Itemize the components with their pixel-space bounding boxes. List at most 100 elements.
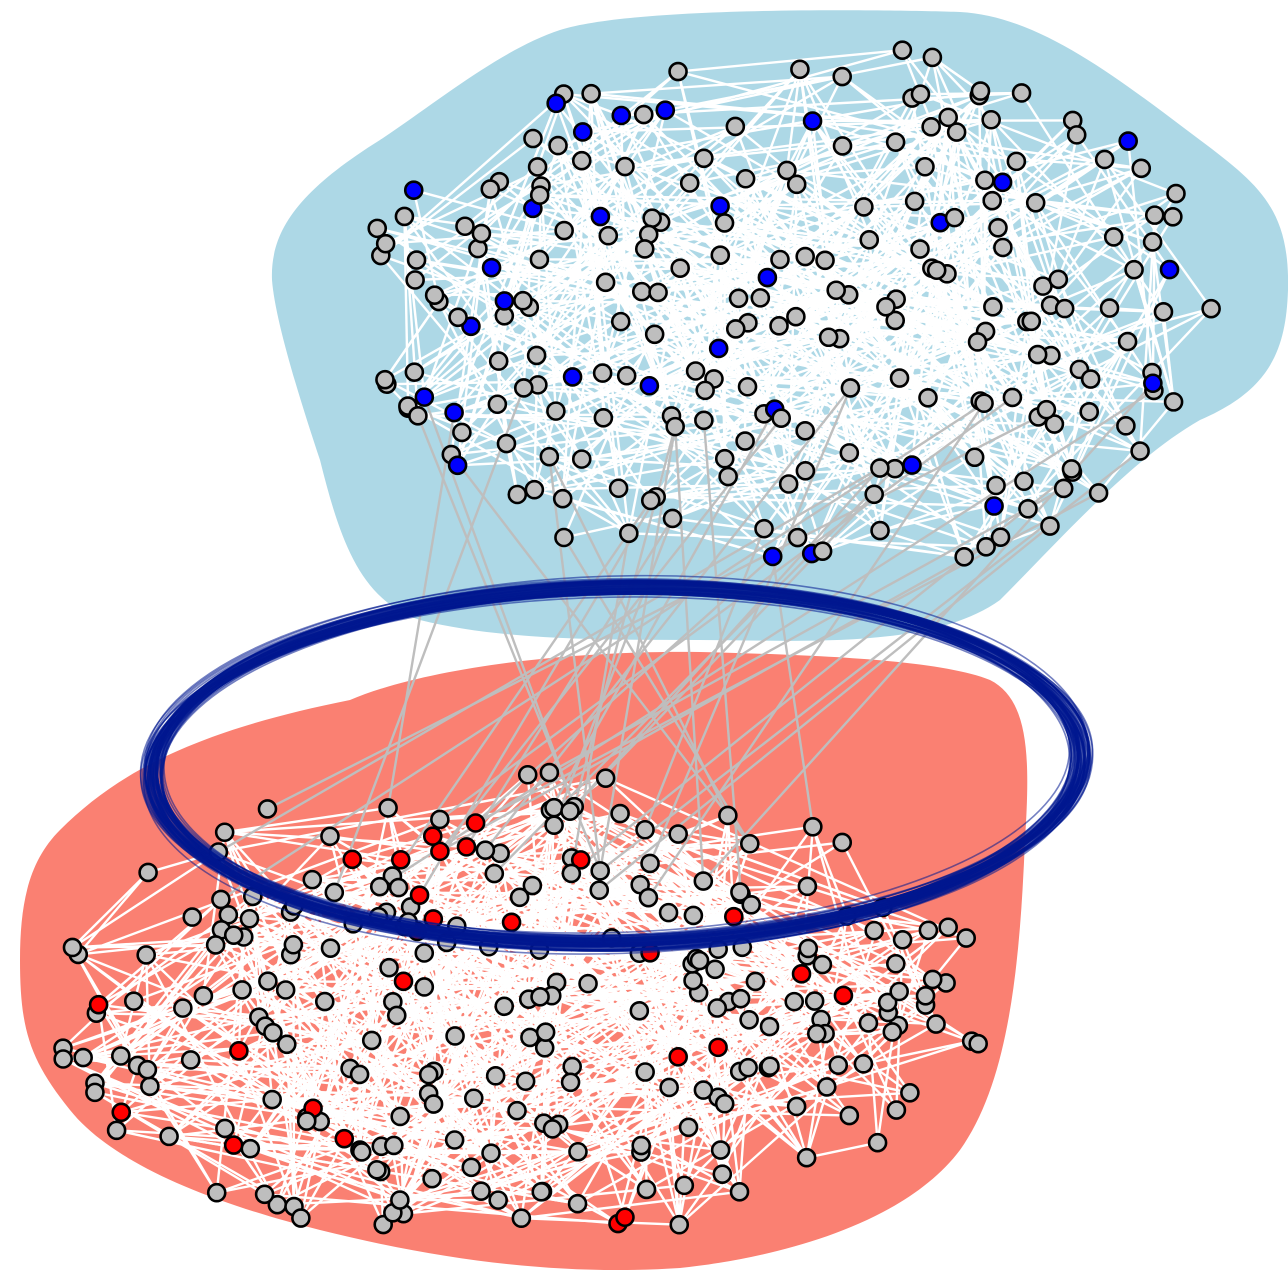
node-layer1-248: [678, 1117, 699, 1138]
node-layer0-207: [452, 422, 472, 443]
node-layer0-135: [826, 280, 846, 301]
edge-layer1-167-220: [456, 889, 600, 928]
node-layer1-43: [314, 991, 335, 1012]
highlighted-node-layer0-79: [572, 122, 593, 142]
node-layer0-164: [737, 376, 758, 397]
highlighted-node-layer1-205: [223, 1135, 244, 1155]
edge-layer0-224-146: [528, 306, 628, 377]
node-layer1-218: [816, 1077, 837, 1097]
node-layer1-114: [741, 895, 762, 915]
node-layer1-156: [223, 925, 244, 945]
node-layer0-211: [944, 207, 965, 228]
node-layer0-168: [375, 369, 395, 390]
edge-layer0-72-116: [947, 116, 1081, 370]
edge-layer1-225-53: [284, 875, 394, 991]
edge-layer1-210-254: [72, 943, 294, 949]
edge-layer0-211-174: [539, 193, 955, 219]
edge-layer0-217-99: [703, 157, 985, 405]
node-layer0-16: [695, 380, 715, 401]
edge-layer1-258-241: [648, 952, 724, 1175]
node-layer1-259: [759, 1016, 780, 1037]
edge-layer1-207-224: [292, 911, 388, 1207]
node-layer1-112: [812, 954, 833, 975]
node-layer1-216: [530, 987, 550, 1007]
node-layer1-138: [302, 869, 323, 890]
edge-layer0-74-54: [450, 347, 720, 456]
node-layer0-48: [592, 363, 613, 383]
node-layer1-236: [351, 1142, 372, 1162]
highlighted-node-layer1-136: [456, 837, 477, 857]
edge-layer0-226-38: [1035, 140, 1129, 204]
edge-layer1-256-8: [370, 916, 380, 1041]
highlighted-node-layer0-33: [562, 367, 583, 387]
edge-layer0-164-102: [620, 114, 749, 388]
edge-layer1-187-113: [846, 915, 934, 981]
node-layer1-125: [517, 764, 538, 785]
edge-layer0-104-182: [841, 75, 986, 182]
inter-layer-edge-7: [418, 496, 658, 896]
node-layer1-172: [544, 797, 564, 818]
edge-layer1-257-48: [841, 841, 927, 1006]
highlighted-node-layer0-128: [762, 546, 783, 567]
node-layer0-201: [1021, 311, 1042, 332]
node-layer0-103: [610, 311, 631, 332]
node-layer1-233: [707, 998, 728, 1018]
node-layer1-168: [739, 1009, 759, 1030]
node-layer1-98: [803, 817, 823, 837]
edge-layer0-227-97: [535, 114, 645, 356]
highlighted-node-layer0-24: [710, 196, 730, 216]
node-layer1-251: [123, 991, 144, 1011]
node-layer0-86: [976, 537, 996, 557]
highlighted-node-layer0-149: [494, 291, 515, 311]
node-layer1-185: [968, 1033, 988, 1054]
node-layer1-102: [494, 996, 515, 1017]
node-layer0-178: [787, 527, 808, 548]
node-layer0-188: [471, 223, 492, 244]
edge-layer1-201-55: [116, 1129, 522, 1220]
highlighted-node-layer1-184: [409, 885, 430, 905]
node-layer0-116: [938, 107, 958, 128]
node-layer1-198: [714, 1093, 735, 1114]
node-layer1-108: [567, 1193, 588, 1214]
node-layer1-234: [263, 1022, 283, 1043]
node-layer0-17: [889, 368, 910, 388]
node-layer1-193: [369, 876, 390, 897]
node-layer1-213: [206, 1182, 227, 1203]
node-layer0-65: [455, 216, 475, 237]
node-layer1-210: [62, 937, 83, 958]
edge-layer1-136-132: [224, 831, 467, 849]
edge-layer1-131-184: [419, 893, 694, 917]
node-layer0-35: [480, 179, 501, 199]
node-layer1-14: [886, 1100, 907, 1120]
edge-layer0-153-139: [1012, 396, 1174, 404]
node-layer0-8: [375, 233, 396, 254]
edge-layer1-135-37: [120, 891, 336, 1057]
node-layer1-63: [683, 970, 703, 991]
node-layer0-52: [870, 520, 890, 541]
edge-layer0-164-0: [380, 254, 748, 388]
inter-layer-ring: [139, 574, 1094, 955]
edge-layer1-207-77: [237, 1050, 296, 1207]
node-layer1-110: [422, 1168, 442, 1189]
edge-layer0-0-58: [380, 93, 565, 257]
edge-layer1-217-191: [358, 896, 650, 1076]
edge-layer0-185-7: [437, 301, 536, 491]
node-layer0-39: [840, 378, 861, 398]
edge-layer0-220-38: [1034, 202, 1154, 384]
node-layer1-88: [858, 1013, 879, 1033]
node-layer1-2: [635, 1062, 655, 1082]
edge-layer0-212-139: [1103, 159, 1175, 403]
edge-layer1-255-243: [677, 832, 884, 909]
node-layer0-185: [524, 479, 545, 500]
node-layer0-144: [986, 475, 1006, 496]
edge-layer1-223-234: [63, 1031, 274, 1061]
node-layer0-154: [983, 297, 1003, 317]
edge-layer0-205-206: [1037, 307, 1212, 356]
node-layer0-20: [1079, 402, 1100, 422]
edge-layer0-13-210: [403, 216, 420, 416]
edge-layer0-198-174: [538, 70, 679, 197]
edge-layer1-257-109: [571, 841, 843, 875]
edge-layer0-213-214: [679, 267, 783, 419]
node-layer0-174: [529, 185, 550, 205]
node-layer0-205: [1027, 344, 1048, 365]
